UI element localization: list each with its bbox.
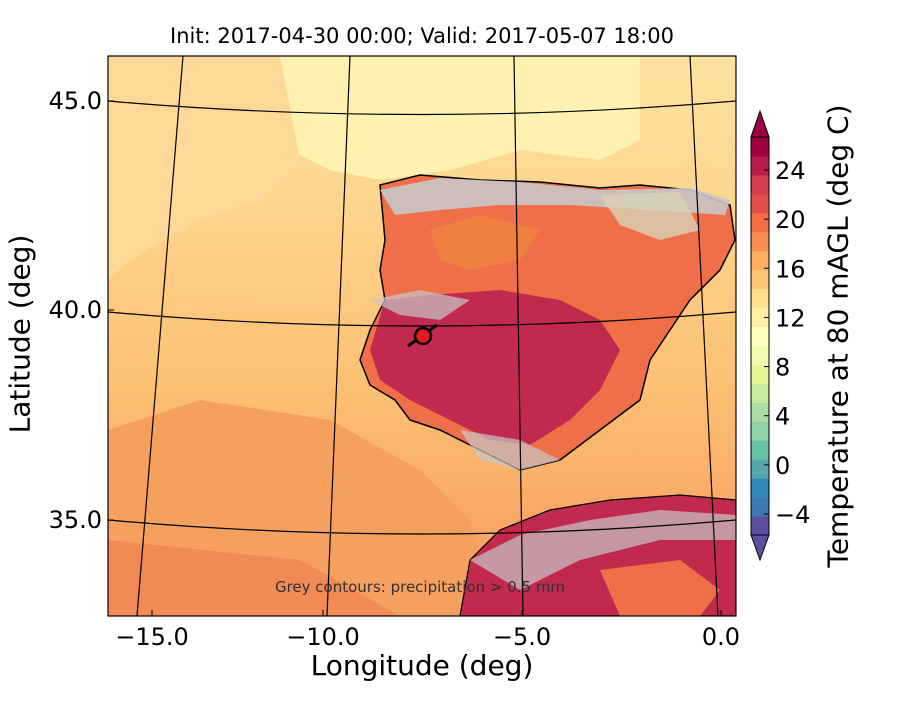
ytick-label: 45.0 [49,87,102,115]
colorbar-block [751,440,769,460]
colorbar-block [751,383,769,403]
precip-annotation: Grey contours: precipitation > 0.5 mm [275,578,565,596]
colorbar-tick-label: 8 [775,354,790,382]
x-axis-label: Longitude (deg) [310,649,534,682]
parallel-40 [108,311,736,327]
map-area [108,56,736,616]
colorbar-tick-label: 16 [775,255,806,283]
colorbar-tick-label: 0 [775,452,790,480]
colorbar-tick-label: 4 [775,403,790,431]
colorbar-block [751,212,769,233]
meridian-minus5 [513,56,524,616]
y-axis-label: Latitude (deg) [3,234,37,434]
xtick-label: −15.0 [115,623,189,651]
colorbar-block [751,193,769,214]
pale-ocean-band [280,56,640,180]
ytick-label: 35.0 [49,506,102,534]
colorbar-tick-label: 12 [775,304,806,332]
xtick-label: −10.0 [286,623,360,651]
warm-patch-north [430,215,540,270]
colorbar-block [751,269,769,290]
colorbar-bottom-arrow [750,534,770,562]
chart-title: Init: 2017-04-30 00:00; Valid: 2017-05-0… [170,24,674,48]
colorbar-blocks [751,137,769,536]
colorbar-block [751,137,769,157]
colorbar-block [751,516,769,536]
colorbar-block [751,174,769,195]
site-marker [413,326,433,346]
xtick-label: 0.0 [702,623,740,651]
colorbar-block [751,364,769,384]
precip-south [460,430,560,470]
colorbar-block [751,497,769,517]
colorbar-block [751,307,769,328]
ocean-far-southwest [108,540,400,616]
precip-central [370,290,470,320]
x-ticks: −15.0 −10.0 −5.0 0.0 [115,610,740,651]
africa-warm-patch [600,560,720,616]
precip-africa [470,510,736,590]
ytick-label: 40.0 [49,296,102,324]
colorbar-block [751,231,769,252]
colorbar-tick-label: −4 [775,501,810,529]
colorbar-block [751,478,769,498]
colorbar-block [751,288,769,309]
parallel-45 [108,100,736,116]
colorbar-block [751,345,769,365]
colorbar-block [751,155,769,176]
y-ticks: 45.0 40.0 35.0 [49,87,114,534]
colorbar: −4 0 4 8 12 16 20 24 [750,109,810,562]
colorbar-block [751,326,769,346]
colorbar-block [751,402,769,422]
meridian-minus10 [326,56,351,616]
meridian-minus15 [136,56,184,616]
colorbar-block [751,250,769,271]
colorbar-ticks: −4 0 4 8 12 16 20 24 [764,157,810,529]
xtick-label: −5.0 [493,623,551,651]
colorbar-top-arrow [750,109,770,138]
colorbar-tick-label: 24 [775,157,806,185]
graticule [108,56,736,616]
colorbar-tick-label: 20 [775,206,806,234]
colorbar-frame [750,136,770,536]
meridian-0 [689,56,719,616]
precip-northeast [600,192,700,240]
colorbar-block [751,421,769,441]
ocean-northwest [108,56,300,280]
parallel-35 [108,519,736,535]
colorbar-label: Temperature at 80 mAGL (deg C) [821,104,855,568]
axes-frame [107,55,737,617]
colorbar-block [751,459,769,479]
